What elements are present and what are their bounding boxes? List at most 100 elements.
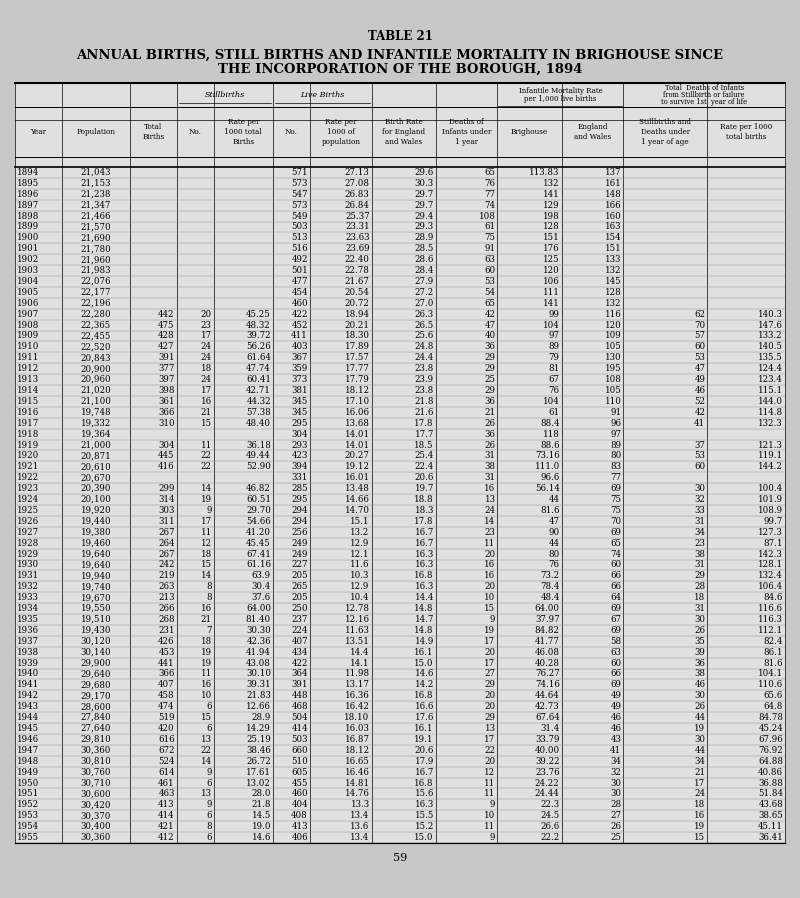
Text: 17.8: 17.8 [414, 418, 434, 427]
Text: 407: 407 [158, 681, 174, 690]
Text: 25: 25 [485, 375, 495, 384]
Text: 27.13: 27.13 [345, 168, 370, 177]
Text: 27.9: 27.9 [414, 277, 434, 286]
Text: 127.3: 127.3 [758, 528, 783, 537]
Text: 9: 9 [206, 506, 212, 515]
Text: 16.8: 16.8 [414, 571, 434, 580]
Text: 285: 285 [291, 484, 308, 493]
Text: 108: 108 [478, 212, 495, 221]
Text: 41: 41 [694, 418, 706, 427]
Text: 24.8: 24.8 [414, 342, 434, 351]
Text: 42.71: 42.71 [246, 386, 271, 395]
Text: 22,520: 22,520 [81, 342, 111, 351]
Text: 461: 461 [158, 779, 174, 788]
Text: 29,170: 29,170 [81, 691, 111, 700]
Text: 26.5: 26.5 [414, 321, 434, 330]
Text: 14.01: 14.01 [345, 429, 370, 438]
Text: 82.4: 82.4 [764, 637, 783, 646]
Text: 14.1: 14.1 [350, 658, 370, 667]
Text: 1921: 1921 [17, 462, 39, 471]
Text: 20.72: 20.72 [345, 299, 370, 308]
Text: 198: 198 [543, 212, 560, 221]
Text: 11: 11 [484, 779, 495, 788]
Text: 19,440: 19,440 [81, 517, 111, 526]
Text: 16.3: 16.3 [414, 800, 434, 809]
Text: 29: 29 [485, 386, 495, 395]
Text: 15: 15 [694, 833, 706, 842]
Text: 1954: 1954 [17, 823, 39, 832]
Text: 133.2: 133.2 [758, 331, 783, 340]
Text: 26.3: 26.3 [414, 310, 434, 319]
Text: 44.32: 44.32 [246, 397, 271, 406]
Text: 1951: 1951 [17, 789, 39, 798]
Text: Rate per 1000
total births: Rate per 1000 total births [720, 123, 772, 141]
Text: 99: 99 [549, 310, 560, 319]
Text: 60: 60 [610, 658, 622, 667]
Text: 20,100: 20,100 [80, 495, 111, 504]
Text: 41.77: 41.77 [534, 637, 560, 646]
Text: 90: 90 [549, 528, 560, 537]
Text: 89: 89 [549, 342, 560, 351]
Text: Stillbirths and
Deaths under
1 year of age: Stillbirths and Deaths under 1 year of a… [639, 119, 691, 145]
Text: 40.86: 40.86 [758, 768, 783, 777]
Text: 30.10: 30.10 [246, 670, 271, 679]
Text: 91: 91 [484, 244, 495, 253]
Text: 97: 97 [610, 429, 622, 438]
Text: 53: 53 [485, 277, 495, 286]
Text: 16: 16 [484, 484, 495, 493]
Text: 9: 9 [490, 615, 495, 624]
Text: 21.8: 21.8 [251, 800, 271, 809]
Text: 414: 414 [158, 811, 174, 820]
Text: 19: 19 [201, 658, 212, 667]
Text: 445: 445 [158, 452, 174, 461]
Text: 63: 63 [610, 647, 622, 656]
Text: 15: 15 [201, 560, 212, 569]
Text: 381: 381 [291, 386, 308, 395]
Text: 29.7: 29.7 [414, 200, 434, 209]
Text: 44: 44 [549, 495, 560, 504]
Text: 29.7: 29.7 [414, 189, 434, 198]
Text: 64: 64 [610, 594, 622, 603]
Text: 11: 11 [201, 528, 212, 537]
Text: 1953: 1953 [17, 811, 39, 820]
Text: 454: 454 [291, 288, 308, 297]
Text: 63: 63 [485, 255, 495, 264]
Text: 1933: 1933 [17, 594, 39, 603]
Text: 44: 44 [549, 539, 560, 548]
Text: 135.5: 135.5 [758, 353, 783, 362]
Text: 205: 205 [291, 594, 308, 603]
Text: 84.82: 84.82 [534, 626, 560, 635]
Text: 45.25: 45.25 [246, 310, 271, 319]
Text: 34: 34 [610, 757, 622, 766]
Text: 22,076: 22,076 [81, 277, 111, 286]
Text: 76.92: 76.92 [758, 746, 783, 755]
Text: 14.8: 14.8 [414, 604, 434, 613]
Text: 18.12: 18.12 [345, 746, 370, 755]
Text: 22.78: 22.78 [345, 266, 370, 275]
Text: 30,370: 30,370 [81, 811, 111, 820]
Text: 44.64: 44.64 [535, 691, 560, 700]
Text: 19: 19 [484, 626, 495, 635]
Text: 28.6: 28.6 [414, 255, 434, 264]
Text: 53: 53 [694, 353, 706, 362]
Text: 414: 414 [291, 724, 308, 733]
Text: 249: 249 [291, 550, 308, 559]
Text: 263: 263 [158, 582, 174, 591]
Text: 137: 137 [605, 168, 622, 177]
Text: 36: 36 [485, 342, 495, 351]
Text: 1906: 1906 [17, 299, 39, 308]
Text: 14.6: 14.6 [251, 833, 271, 842]
Text: 19: 19 [201, 647, 212, 656]
Text: to survive 1st  year of life: to survive 1st year of life [661, 98, 747, 106]
Text: from Stillbirth or failure: from Stillbirth or failure [663, 91, 745, 99]
Text: 20: 20 [484, 647, 495, 656]
Text: 24.5: 24.5 [541, 811, 560, 820]
Text: 39.72: 39.72 [246, 331, 271, 340]
Text: 33.79: 33.79 [535, 735, 560, 744]
Text: 41.20: 41.20 [246, 528, 271, 537]
Text: 1948: 1948 [17, 757, 39, 766]
Text: 26: 26 [610, 823, 622, 832]
Text: 9: 9 [206, 768, 212, 777]
Text: 1944: 1944 [17, 713, 39, 722]
Text: 205: 205 [291, 571, 308, 580]
